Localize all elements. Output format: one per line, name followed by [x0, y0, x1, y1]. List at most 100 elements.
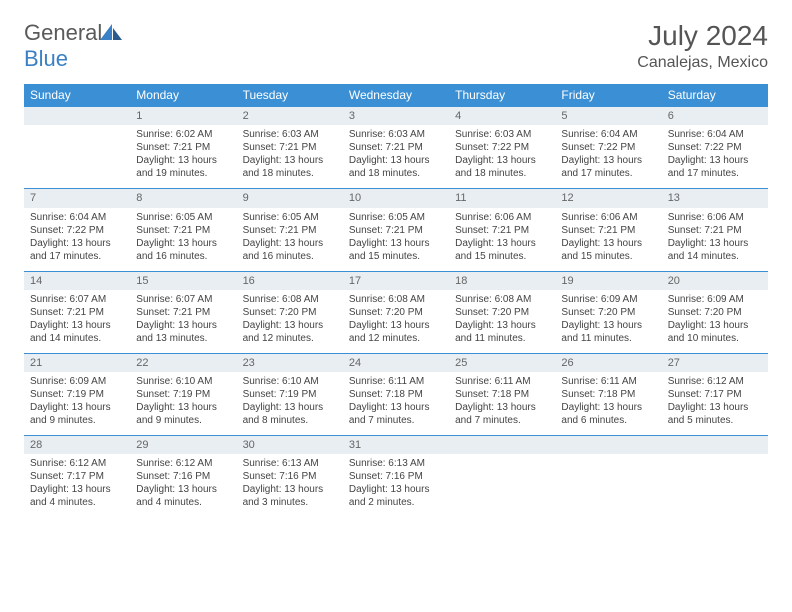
day-number: 18: [449, 272, 555, 290]
day-content: Sunrise: 6:11 AMSunset: 7:18 PMDaylight:…: [449, 372, 555, 435]
sunset-text: Sunset: 7:20 PM: [455, 306, 549, 319]
daylight-text: and 11 minutes.: [561, 332, 655, 345]
calendar-week-row: 14Sunrise: 6:07 AMSunset: 7:21 PMDayligh…: [24, 271, 768, 353]
day-content: Sunrise: 6:07 AMSunset: 7:21 PMDaylight:…: [130, 290, 236, 353]
calendar-day-cell: 31Sunrise: 6:13 AMSunset: 7:16 PMDayligh…: [343, 436, 449, 518]
daylight-text: Daylight: 13 hours: [455, 154, 549, 167]
sunrise-text: Sunrise: 6:12 AM: [136, 457, 230, 470]
logo-text-blue: Blue: [24, 46, 68, 71]
daylight-text: Daylight: 13 hours: [136, 154, 230, 167]
calendar-week-row: 7Sunrise: 6:04 AMSunset: 7:22 PMDaylight…: [24, 189, 768, 271]
day-content: Sunrise: 6:06 AMSunset: 7:21 PMDaylight:…: [555, 208, 661, 271]
daylight-text: and 9 minutes.: [30, 414, 124, 427]
calendar-day-cell: 22Sunrise: 6:10 AMSunset: 7:19 PMDayligh…: [130, 353, 236, 435]
sunset-text: Sunset: 7:20 PM: [561, 306, 655, 319]
weekday-header: Friday: [555, 84, 661, 107]
day-number: 9: [237, 189, 343, 207]
daylight-text: Daylight: 13 hours: [561, 237, 655, 250]
calendar-day-cell: [24, 107, 130, 189]
sunrise-text: Sunrise: 6:05 AM: [349, 211, 443, 224]
sunset-text: Sunset: 7:21 PM: [455, 224, 549, 237]
sunset-text: Sunset: 7:19 PM: [136, 388, 230, 401]
sunrise-text: Sunrise: 6:09 AM: [668, 293, 762, 306]
sunrise-text: Sunrise: 6:06 AM: [668, 211, 762, 224]
calendar-day-cell: 8Sunrise: 6:05 AMSunset: 7:21 PMDaylight…: [130, 189, 236, 271]
sunset-text: Sunset: 7:22 PM: [668, 141, 762, 154]
sunrise-text: Sunrise: 6:11 AM: [349, 375, 443, 388]
day-content: Sunrise: 6:05 AMSunset: 7:21 PMDaylight:…: [237, 208, 343, 271]
calendar-day-cell: 17Sunrise: 6:08 AMSunset: 7:20 PMDayligh…: [343, 271, 449, 353]
day-number: 6: [662, 107, 768, 125]
daylight-text: and 10 minutes.: [668, 332, 762, 345]
day-number: 5: [555, 107, 661, 125]
sunset-text: Sunset: 7:20 PM: [243, 306, 337, 319]
sunrise-text: Sunrise: 6:06 AM: [561, 211, 655, 224]
day-number: 2: [237, 107, 343, 125]
sunrise-text: Sunrise: 6:09 AM: [30, 375, 124, 388]
day-number-empty: [449, 436, 555, 454]
calendar-day-cell: 18Sunrise: 6:08 AMSunset: 7:20 PMDayligh…: [449, 271, 555, 353]
sunrise-text: Sunrise: 6:08 AM: [349, 293, 443, 306]
sunrise-text: Sunrise: 6:04 AM: [561, 128, 655, 141]
day-content: Sunrise: 6:11 AMSunset: 7:18 PMDaylight:…: [343, 372, 449, 435]
day-number: 1: [130, 107, 236, 125]
day-number: 27: [662, 354, 768, 372]
day-number: 21: [24, 354, 130, 372]
calendar-table: SundayMondayTuesdayWednesdayThursdayFrid…: [24, 84, 768, 517]
daylight-text: Daylight: 13 hours: [561, 154, 655, 167]
sunset-text: Sunset: 7:18 PM: [349, 388, 443, 401]
sunrise-text: Sunrise: 6:05 AM: [243, 211, 337, 224]
daylight-text: Daylight: 13 hours: [136, 319, 230, 332]
daylight-text: Daylight: 13 hours: [668, 237, 762, 250]
daylight-text: Daylight: 13 hours: [668, 401, 762, 414]
day-content: Sunrise: 6:13 AMSunset: 7:16 PMDaylight:…: [237, 454, 343, 517]
daylight-text: and 14 minutes.: [30, 332, 124, 345]
sunset-text: Sunset: 7:20 PM: [349, 306, 443, 319]
daylight-text: and 5 minutes.: [668, 414, 762, 427]
calendar-day-cell: 1Sunrise: 6:02 AMSunset: 7:21 PMDaylight…: [130, 107, 236, 189]
day-number: 10: [343, 189, 449, 207]
day-content: Sunrise: 6:06 AMSunset: 7:21 PMDaylight:…: [662, 208, 768, 271]
sunset-text: Sunset: 7:21 PM: [136, 141, 230, 154]
sunset-text: Sunset: 7:19 PM: [243, 388, 337, 401]
weekday-header: Saturday: [662, 84, 768, 107]
day-number: 15: [130, 272, 236, 290]
day-content: Sunrise: 6:12 AMSunset: 7:16 PMDaylight:…: [130, 454, 236, 517]
daylight-text: Daylight: 13 hours: [455, 237, 549, 250]
sunset-text: Sunset: 7:16 PM: [243, 470, 337, 483]
day-content: Sunrise: 6:11 AMSunset: 7:18 PMDaylight:…: [555, 372, 661, 435]
calendar-week-row: 21Sunrise: 6:09 AMSunset: 7:19 PMDayligh…: [24, 353, 768, 435]
sunrise-text: Sunrise: 6:13 AM: [243, 457, 337, 470]
sunset-text: Sunset: 7:19 PM: [30, 388, 124, 401]
daylight-text: and 13 minutes.: [136, 332, 230, 345]
calendar-day-cell: 2Sunrise: 6:03 AMSunset: 7:21 PMDaylight…: [237, 107, 343, 189]
daylight-text: and 4 minutes.: [136, 496, 230, 509]
day-content: Sunrise: 6:04 AMSunset: 7:22 PMDaylight:…: [24, 208, 130, 271]
daylight-text: and 18 minutes.: [455, 167, 549, 180]
day-number: 12: [555, 189, 661, 207]
day-number: 31: [343, 436, 449, 454]
day-number: 11: [449, 189, 555, 207]
daylight-text: Daylight: 13 hours: [30, 319, 124, 332]
day-number: 25: [449, 354, 555, 372]
sunrise-text: Sunrise: 6:03 AM: [243, 128, 337, 141]
daylight-text: Daylight: 13 hours: [30, 483, 124, 496]
day-content: Sunrise: 6:03 AMSunset: 7:22 PMDaylight:…: [449, 125, 555, 188]
day-content: Sunrise: 6:08 AMSunset: 7:20 PMDaylight:…: [237, 290, 343, 353]
daylight-text: and 15 minutes.: [455, 250, 549, 263]
daylight-text: Daylight: 13 hours: [30, 237, 124, 250]
daylight-text: and 17 minutes.: [561, 167, 655, 180]
daylight-text: and 6 minutes.: [561, 414, 655, 427]
daylight-text: and 8 minutes.: [243, 414, 337, 427]
day-number: 20: [662, 272, 768, 290]
day-number: 3: [343, 107, 449, 125]
calendar-week-row: 28Sunrise: 6:12 AMSunset: 7:17 PMDayligh…: [24, 436, 768, 518]
calendar-day-cell: 30Sunrise: 6:13 AMSunset: 7:16 PMDayligh…: [237, 436, 343, 518]
calendar-day-cell: 10Sunrise: 6:05 AMSunset: 7:21 PMDayligh…: [343, 189, 449, 271]
day-number: 19: [555, 272, 661, 290]
sunrise-text: Sunrise: 6:03 AM: [455, 128, 549, 141]
day-content: Sunrise: 6:06 AMSunset: 7:21 PMDaylight:…: [449, 208, 555, 271]
daylight-text: Daylight: 13 hours: [668, 319, 762, 332]
day-number-empty: [555, 436, 661, 454]
sunset-text: Sunset: 7:17 PM: [30, 470, 124, 483]
